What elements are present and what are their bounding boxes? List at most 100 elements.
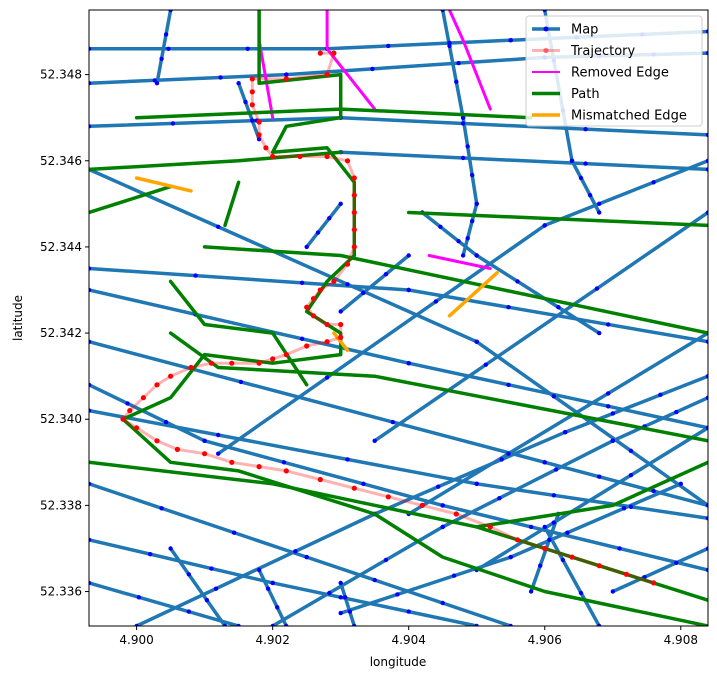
path-edge [89,150,343,172]
trajectory-point [385,494,391,500]
map-node [148,552,153,557]
map-node [508,38,513,43]
trajectory-point [569,554,575,560]
path-edge [134,107,533,120]
y-axis-ticks: 52.336 52.338 52.340 52.342 52.344 52.346 52.3… [40,68,89,599]
map-node [134,623,139,626]
map-node [705,425,708,430]
map-node [222,623,228,626]
legend: Map Trajectory Removed Edge Path Mismatched … [525,15,703,127]
map-node [606,404,611,409]
trajectory-point [283,352,289,358]
map-node [553,467,559,472]
trajectory-point [351,244,357,250]
map-node [628,504,634,509]
map-node [270,580,275,586]
legend-item: Removed Edge [532,66,669,81]
map-node [597,623,602,626]
trajectory-point [249,89,255,95]
map-node [470,218,475,224]
map-node [436,484,441,489]
map-node [651,488,656,494]
map-node [440,600,445,606]
trajectory-point [249,76,255,82]
map-node [506,451,511,456]
map-node [433,299,439,304]
trajectory-point [317,476,323,483]
trajectory-point [317,287,323,293]
trajectory-point [283,468,289,474]
x-tick-label: 4.902 [255,633,289,647]
map-node [460,121,466,126]
map-node [304,554,309,560]
map-edge [89,383,708,572]
map-node [89,81,92,86]
map-node [89,339,92,344]
x-tick-label: 4.908 [664,633,698,647]
trajectory-point [351,227,357,233]
map-node [610,411,615,416]
map-node [705,374,708,379]
map-node [154,81,160,86]
map-edge [155,10,173,85]
legend-marker-map [543,26,549,32]
map-node [327,216,332,221]
map-node [551,394,556,399]
map-node [610,589,615,594]
trajectory-point [270,356,276,362]
map-node [315,230,321,235]
map-node [275,605,280,610]
map-node [497,496,502,501]
trajectory-point [168,373,174,379]
trajectory-point [419,502,425,508]
map-node [89,46,92,51]
trajectory-point [127,408,133,414]
map-node [440,524,445,530]
map-node [506,305,511,310]
map-node [299,336,305,341]
map-node [705,546,708,551]
map-node [454,79,459,85]
map-node [606,391,611,396]
map-node [338,201,343,206]
map-node [338,580,343,586]
trajectory-point [283,76,289,82]
map-node [383,557,389,563]
map-edge [338,581,357,626]
trajectory-point [297,153,303,160]
map-node [560,557,566,563]
map-node [460,115,466,120]
map-node [168,546,173,551]
map-node [483,362,488,367]
map-node [705,339,708,344]
map-node [236,81,241,86]
map-node [168,10,173,13]
map-node [236,623,241,626]
map-node [551,493,556,498]
map-node [451,573,457,578]
map-node [678,481,683,486]
map-node [583,127,588,132]
map-node [238,379,244,385]
legend-label: Trajectory [570,44,635,59]
map-node [352,623,357,626]
map-node [89,287,92,293]
path-edge [202,245,708,335]
map-edge [257,568,289,626]
map-node [538,563,543,568]
map-node [594,286,600,291]
map-node [563,430,568,435]
map-node [390,419,395,425]
map-edge [304,202,343,249]
map-node [166,46,171,51]
map-node [372,577,377,583]
y-tick-label: 52.346 [40,154,82,168]
map-node [406,287,411,293]
map-node [542,10,547,13]
path-edge [223,180,241,228]
map-node [406,253,411,258]
map-node [386,43,391,49]
trajectory-point [324,339,330,345]
map-node [338,595,343,600]
trajectory-point [338,321,344,328]
